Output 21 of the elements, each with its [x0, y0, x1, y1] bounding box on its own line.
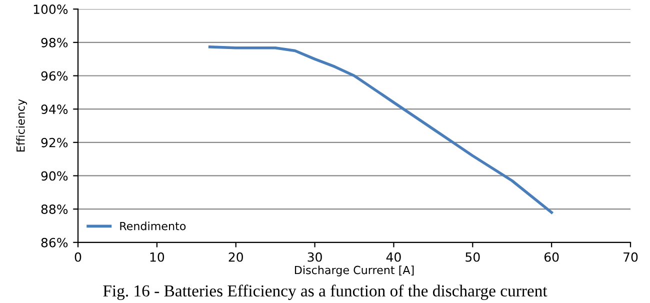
y-tick-label: 88% — [41, 204, 68, 214]
x-tick-label: 10 — [150, 252, 164, 262]
caption: Fig. 16 - Batteries Efficiency as a function of the discharge current — [103, 284, 548, 300]
x-tick-label: 40 — [386, 252, 401, 262]
x-tick-label: 50 — [466, 252, 480, 262]
line-series — [208, 46, 553, 214]
y-tick-label: 94% — [41, 104, 68, 114]
y-axis-title: Efficiency — [16, 99, 27, 152]
y-tick-label: 90% — [41, 171, 68, 181]
legend-label: Rendimento — [120, 222, 186, 230]
x-axis-title: Discharge Current [A] — [294, 266, 414, 276]
x-tick-label: 60 — [544, 252, 559, 262]
y-tick-label: 96% — [41, 71, 68, 81]
x-tick-label: 20 — [228, 252, 243, 262]
y-tick-label: 98% — [41, 38, 68, 48]
y-tick-label: 100% — [34, 4, 68, 14]
y-tick-label: 86% — [41, 238, 68, 248]
y-tick-label: 92% — [41, 138, 68, 148]
x-tick-label: 30 — [308, 252, 322, 262]
x-tick-label: 70 — [624, 252, 638, 262]
x-tick-label: 0 — [74, 252, 82, 262]
